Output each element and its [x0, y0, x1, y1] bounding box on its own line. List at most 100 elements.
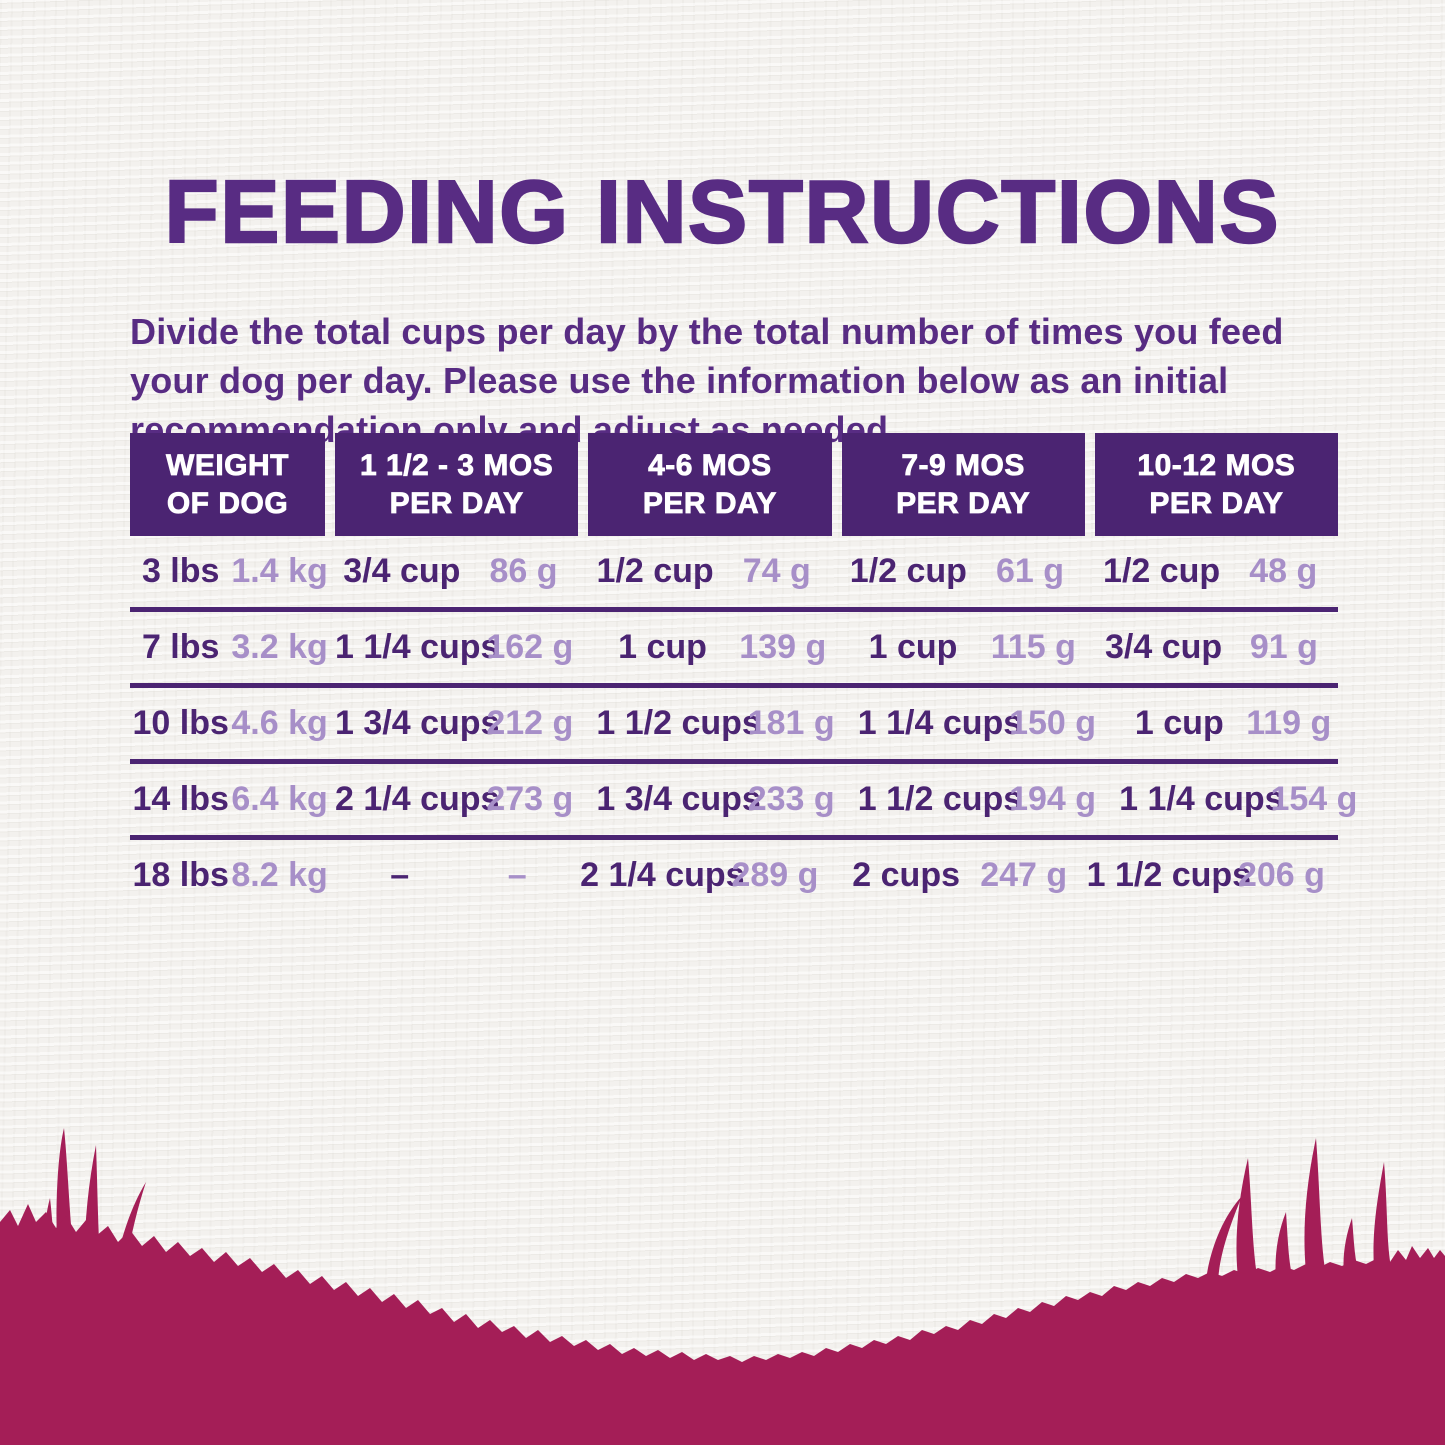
feeding-table: WEIGHT OF DOG 1 1/2 - 3 MOS PER DAY 4-6 … — [130, 433, 1358, 911]
col-header-line1: 10-12 MOS — [1137, 449, 1296, 483]
amount-cups: 1/2 cup — [849, 552, 967, 590]
amount-cell: 1 1/2 cups 206 g — [1087, 856, 1338, 895]
amount-cups: 1 3/4 cups — [335, 704, 500, 742]
amount-cups: – — [390, 856, 410, 894]
amount-cups: 1 1/2 cups — [857, 780, 1023, 818]
weight-cell: 7 lbs 3.2 kg — [130, 628, 328, 667]
amount-cell: 1/2 cup 61 g — [842, 552, 1085, 591]
amount-cell: 1 1/2 cups 181 g — [596, 704, 847, 743]
grass-mound — [0, 1204, 1445, 1445]
weight-cell: 10 lbs 4.6 kg — [130, 704, 328, 743]
grass-blade-right-3 — [1275, 1212, 1294, 1284]
col-header-line2: PER DAY — [1149, 486, 1284, 520]
amount-grams: 61 g — [995, 552, 1065, 590]
amount-grams: 194 g — [1009, 780, 1097, 818]
amount-cell: – – — [335, 856, 570, 895]
amount-grams: 247 g — [980, 856, 1068, 894]
amount-cell: 1 3/4 cups 233 g — [596, 780, 847, 819]
weight-lbs: 3 lbs — [141, 552, 220, 590]
amount-cups: 2 cups — [852, 856, 961, 894]
amount-grams: 233 g — [747, 780, 835, 818]
amount-cell: 1/2 cup 74 g — [588, 552, 831, 591]
col-header-line2: PER DAY — [896, 486, 1031, 520]
amount-cups: 1 1/4 cups — [1119, 780, 1284, 818]
amount-grams: 115 g — [990, 628, 1076, 666]
amount-cell: 3/4 cup 86 g — [335, 552, 578, 591]
amount-cups: 1 3/4 cups — [596, 780, 761, 818]
col-header-line1: 1 1/2 - 3 MOS — [360, 449, 554, 483]
amount-grams: 162 g — [486, 628, 574, 666]
table-header-row: WEIGHT OF DOG 1 1/2 - 3 MOS PER DAY 4-6 … — [130, 433, 1338, 536]
grass-blade-right-6 — [1373, 1162, 1392, 1272]
table-row: 10 lbs 4.6 kg 1 3/4 cups 212 g 1 1/2 cup… — [130, 688, 1338, 759]
amount-cups: 1 cup — [618, 628, 707, 666]
amount-cell: 3/4 cup 91 g — [1097, 628, 1338, 667]
row-divider — [130, 759, 1338, 764]
amount-cell: 2 1/4 cups 273 g — [335, 780, 586, 819]
weight-lbs: 18 lbs — [132, 856, 229, 894]
amount-cell: 1 3/4 cups 212 g — [335, 704, 586, 743]
amount-grams: 119 g — [1246, 704, 1332, 742]
amount-grams: 154 g — [1270, 780, 1358, 818]
amount-cups: 1/2 cup — [1103, 552, 1221, 590]
table-row: 7 lbs 3.2 kg 1 1/4 cups 162 g 1 cup 139 … — [130, 612, 1338, 683]
amount-cups: 2 1/4 cups — [580, 856, 745, 894]
grass-silhouette — [0, 1128, 1445, 1445]
amount-cups: 1 cup — [1134, 704, 1224, 742]
intro-paragraph: Divide the total cups per day by the tot… — [130, 311, 1284, 450]
amount-cups: 1 cup — [868, 628, 958, 666]
col-header-line2: OF DOG — [166, 486, 289, 520]
grass-blade-right-1 — [1206, 1196, 1242, 1286]
amount-grams: 289 g — [731, 856, 819, 894]
weight-kg: 8.2 kg — [231, 856, 328, 894]
col-header-7-9mos: 7-9 MOS PER DAY — [841, 433, 1085, 536]
amount-grams: 150 g — [1009, 704, 1097, 742]
amount-cups: 1/2 cup — [596, 552, 714, 590]
amount-cell: 1 cup 115 g — [847, 628, 1088, 667]
col-header-line1: 4-6 MOS — [648, 449, 772, 483]
row-divider — [130, 683, 1338, 688]
table-row: 3 lbs 1.4 kg 3/4 cup 86 g 1/2 cup 74 g 1… — [130, 536, 1338, 607]
amount-cell: 2 1/4 cups 289 g — [580, 856, 831, 895]
col-header-4-6mos: 4-6 MOS PER DAY — [588, 433, 832, 536]
amount-cell: 2 cups 247 g — [842, 856, 1077, 895]
weight-kg: 6.4 kg — [231, 780, 328, 818]
weight-lbs: 7 lbs — [141, 628, 220, 666]
row-divider — [130, 607, 1338, 612]
col-header-1half-3mos: 1 1/2 - 3 MOS PER DAY — [335, 433, 579, 536]
amount-cups: 3/4 cup — [1105, 628, 1223, 666]
amount-cups: 1 1/4 cups — [857, 704, 1023, 742]
col-header-10-12mos: 10-12 MOS PER DAY — [1094, 433, 1338, 536]
col-header-line2: PER DAY — [389, 486, 524, 520]
amount-cell: 1 cup 139 g — [596, 628, 837, 667]
row-divider — [130, 835, 1338, 840]
amount-cups: 1 1/4 cups — [335, 628, 500, 666]
weight-cell: 18 lbs 8.2 kg — [130, 856, 328, 895]
col-header-line2: PER DAY — [642, 486, 777, 520]
amount-cell: 1 1/4 cups 162 g — [335, 628, 586, 667]
amount-grams: 206 g — [1237, 856, 1325, 894]
amount-grams: 74 g — [742, 552, 811, 590]
amount-cell: 1/2 cup 48 g — [1095, 552, 1338, 591]
weight-cell: 3 lbs 1.4 kg — [130, 552, 328, 591]
amount-grams: 91 g — [1249, 628, 1318, 666]
grass-blade-right-2 — [1236, 1158, 1258, 1282]
amount-grams: 86 g — [489, 552, 558, 590]
amount-cell: 1 1/4 cups 150 g — [858, 704, 1109, 743]
amount-cups: 1 1/2 cups — [596, 704, 761, 742]
amount-grams: – — [507, 856, 527, 894]
weight-kg: 4.6 kg — [231, 704, 328, 742]
weight-kg: 3.2 kg — [231, 628, 328, 666]
amount-grams: 48 g — [1249, 552, 1318, 590]
weight-kg: 1.4 kg — [231, 552, 328, 590]
amount-cups: 1 1/2 cups — [1086, 856, 1252, 894]
amount-grams: 273 g — [486, 780, 574, 818]
amount-cell: 1 1/4 cups 154 g — [1119, 780, 1370, 819]
weight-cell: 14 lbs 6.4 kg — [130, 780, 328, 819]
col-header-line1: 7-9 MOS — [901, 449, 1025, 483]
amount-cell: 1 1/2 cups 194 g — [858, 780, 1109, 819]
table-row: 14 lbs 6.4 kg 2 1/4 cups 273 g 1 3/4 cup… — [130, 764, 1358, 835]
table-row: 18 lbs 8.2 kg – – 2 1/4 cups 289 g 2 cup… — [130, 840, 1338, 911]
amount-grams: 181 g — [747, 704, 835, 742]
weight-lbs: 14 lbs — [132, 780, 229, 818]
